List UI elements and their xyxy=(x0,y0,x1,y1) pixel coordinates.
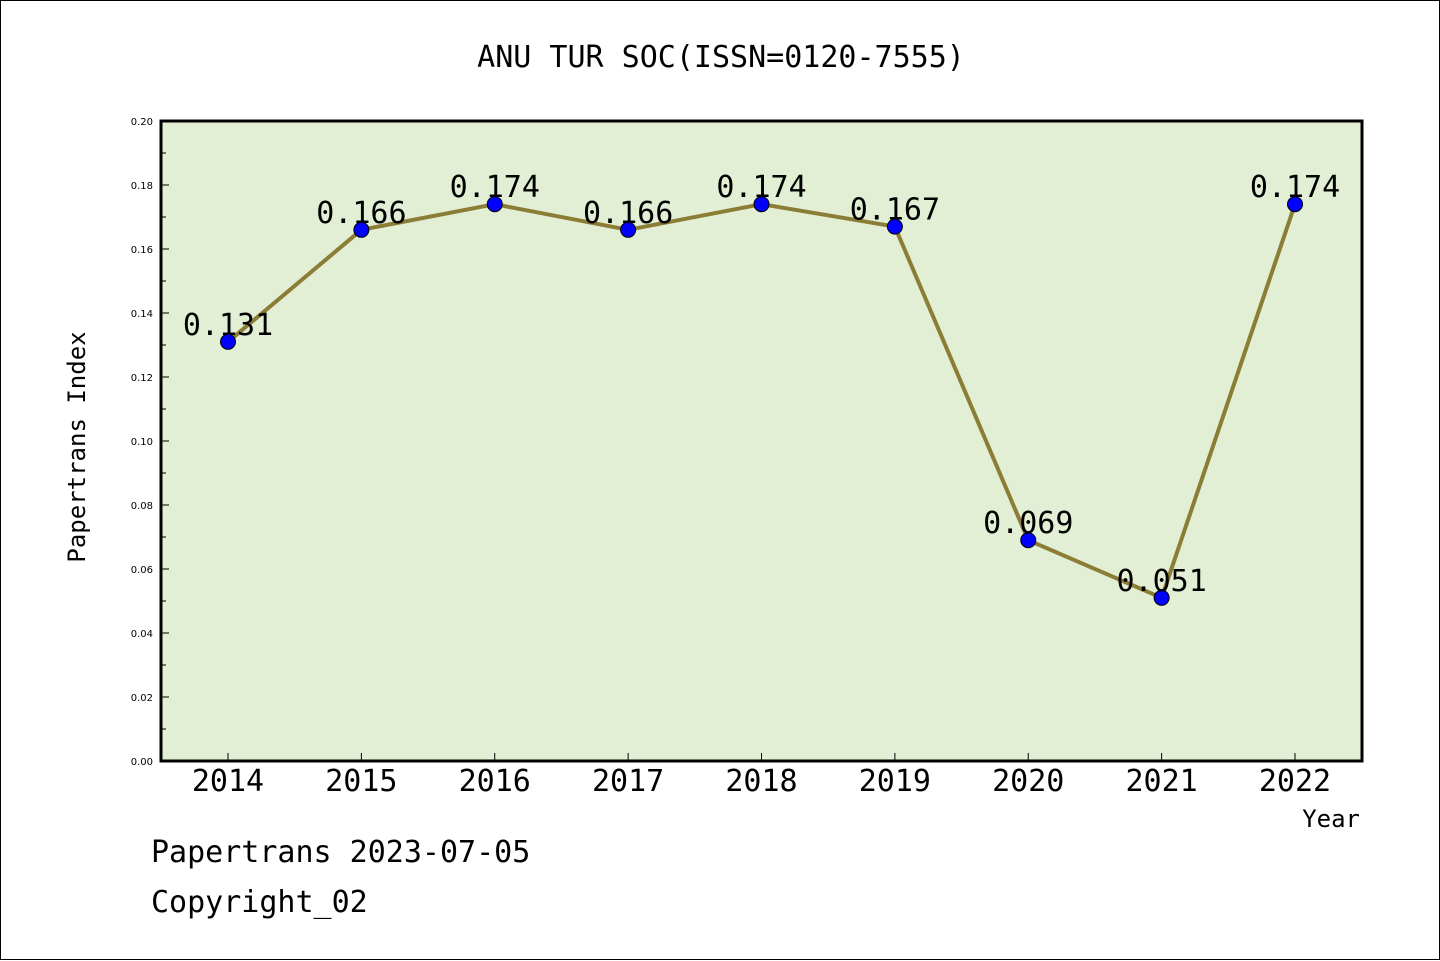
footer-copyright: Copyright_02 xyxy=(151,885,368,920)
x-tick-label: 2015 xyxy=(325,764,397,799)
x-tick-label: 2021 xyxy=(1126,764,1198,799)
x-tick-label: 2019 xyxy=(859,764,931,799)
y-tick-label: 0.16 xyxy=(131,245,153,256)
x-tick-label: 2017 xyxy=(592,764,664,799)
y-tick-label: 0.08 xyxy=(131,501,153,512)
y-axis-label: Papertrans Index xyxy=(63,331,91,562)
data-point xyxy=(486,196,503,213)
x-tick-label: 2014 xyxy=(192,764,264,799)
plot-border xyxy=(159,119,1364,763)
y-tick-label: 0.10 xyxy=(131,437,153,448)
data-label: 0.069 xyxy=(983,506,1073,541)
data-point xyxy=(886,218,903,235)
x-axis-label: Year xyxy=(1302,805,1360,833)
data-point xyxy=(220,333,236,350)
y-tick-label: 0.06 xyxy=(131,565,153,576)
y-tick-label: 0.00 xyxy=(131,757,153,768)
data-label: 0.174 xyxy=(450,170,540,205)
data-label: 0.174 xyxy=(716,170,806,205)
footer-date: Papertrans 2023-07-05 xyxy=(151,835,531,870)
data-label: 0.167 xyxy=(850,193,940,228)
data-label: 0.131 xyxy=(183,308,273,343)
data-label: 0.166 xyxy=(316,196,406,231)
data-point xyxy=(1287,196,1303,213)
data-point xyxy=(753,196,770,213)
y-tick-label: 0.12 xyxy=(131,373,153,384)
y-tick-label: 0.20 xyxy=(131,117,153,128)
y-tick-label: 0.18 xyxy=(131,181,153,192)
x-tick-label: 2020 xyxy=(992,764,1064,799)
data-label: 0.166 xyxy=(583,196,673,231)
data-point xyxy=(1020,532,1037,549)
y-tick-label: 0.04 xyxy=(131,629,153,640)
y-tick-label: 0.02 xyxy=(131,693,153,704)
x-tick-label: 2018 xyxy=(725,764,797,799)
data-point xyxy=(1153,589,1170,606)
data-label: 0.051 xyxy=(1116,564,1206,599)
chart-title: ANU TUR SOC(ISSN=0120-7555) xyxy=(477,40,965,75)
x-tick-label: 2022 xyxy=(1259,764,1331,799)
data-point xyxy=(620,221,637,238)
data-label: 0.174 xyxy=(1250,170,1340,205)
y-tick-label: 0.14 xyxy=(131,309,153,320)
x-axis-ticks: 2014 2015 2016 2017 2018 2019 2020 2021 2022 xyxy=(192,753,1331,799)
data-series: 0.131 0.166 0.174 0.166 0.174 0.167 0.069 0.051… xyxy=(183,170,1340,606)
x-tick-label: 2016 xyxy=(459,764,531,799)
data-point xyxy=(353,221,370,238)
